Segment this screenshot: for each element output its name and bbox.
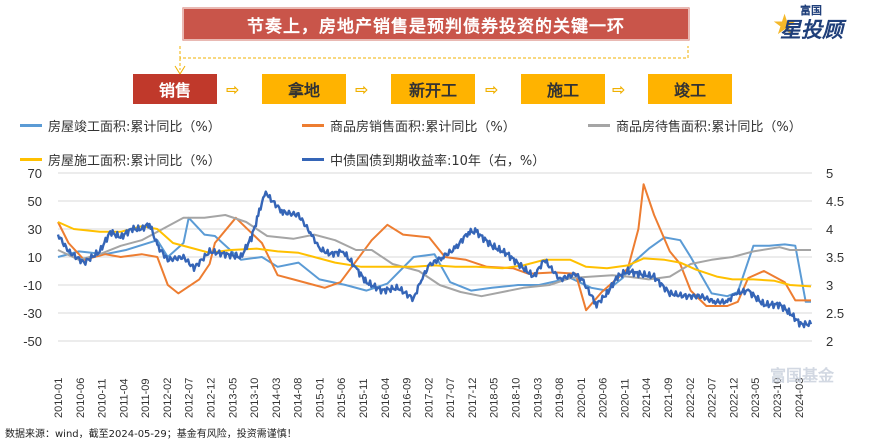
legend-swatch — [302, 158, 324, 161]
x-tick-label: 2015-01 — [314, 378, 326, 418]
watermark: 富国基金 — [770, 366, 835, 385]
y-right-tick-label: 5 — [826, 166, 833, 181]
logo-top-text: 富国 — [800, 4, 822, 17]
legend-label: 房屋施工面积:累计同比（%） — [48, 154, 221, 169]
legend-swatch — [588, 124, 610, 127]
x-tick-label: 2013-05 — [227, 378, 239, 418]
legend-swatch — [302, 124, 324, 127]
x-tick-label: 2010-01 — [53, 378, 65, 418]
flow-step-land: 拿地 — [262, 74, 346, 104]
x-tick-label: 2020-06 — [598, 378, 610, 418]
legend-item: 房屋施工面积:累计同比（%） — [20, 150, 221, 169]
y-right-tick-label: 3 — [826, 278, 833, 293]
legend-label: 中债国债到期收益率:10年（右，%） — [330, 154, 546, 169]
y-right-tick-label: 4 — [826, 222, 833, 237]
y-left-tick-label: -10 — [23, 278, 42, 293]
x-tick-label: 2010-06 — [75, 378, 87, 418]
x-tick-label: 2015-11 — [358, 378, 370, 418]
x-tick-label: 2020-01 — [576, 378, 588, 418]
x-tick-label: 2022-12 — [728, 378, 740, 418]
legend-item: 商品房待售面积:累计同比（%） — [588, 116, 802, 135]
x-tick-label: 2024-03 — [794, 378, 806, 418]
x-tick-label: 2011-09 — [140, 378, 152, 418]
x-tick-label: 2020-11 — [619, 378, 631, 418]
x-tick-label: 2016-04 — [380, 378, 392, 418]
y-left-tick-label: 30 — [28, 222, 42, 237]
x-tick-label: 2018-10 — [511, 378, 523, 418]
flow-step-new-start: 新开工 — [391, 74, 475, 104]
x-tick-label: 2012-12 — [206, 378, 218, 418]
star-icon: ★ — [772, 8, 798, 41]
banner-title: 节奏上，房地产销售是预判债券投资的关键一环 — [182, 7, 690, 41]
y-right-tick-label: 2.5 — [826, 306, 844, 321]
x-tick-label: 2019-03 — [532, 378, 544, 418]
x-tick-label: 2014-08 — [293, 378, 305, 418]
x-tick-label: 2022-07 — [707, 378, 719, 418]
arrow-right-icon: ⇨ — [355, 80, 369, 99]
x-tick-label: 2017-02 — [423, 378, 435, 418]
legend-item: 房屋竣工面积:累计同比（%） — [20, 116, 221, 135]
legend-swatch — [20, 124, 42, 127]
process-flow: 销售 ⇨ 拿地 ⇨ 新开工 ⇨ 施工 ⇨ 竣工 — [0, 46, 870, 105]
x-tick-label: 2014-03 — [271, 378, 283, 418]
flow-step-sales: 销售 — [133, 74, 217, 104]
logo-main-text: 星投顾 — [780, 18, 843, 42]
x-tick-label: 2017-07 — [445, 378, 457, 418]
brand-logo: ★ 富国 星投顾 — [770, 2, 862, 44]
x-tick-label: 2018-05 — [489, 378, 501, 418]
x-tick-label: 2021-09 — [663, 378, 675, 418]
arrow-right-icon: ⇨ — [226, 80, 240, 99]
legend-label: 房屋竣工面积:累计同比（%） — [48, 120, 221, 135]
x-tick-label: 2013-10 — [249, 378, 261, 418]
y-left-tick-label: 70 — [28, 166, 42, 181]
y-left-tick-label: -30 — [23, 306, 42, 321]
legend-label: 商品房销售面积:累计同比（%） — [330, 120, 516, 135]
x-tick-label: 2015-06 — [336, 378, 348, 418]
legend-label: 商品房待售面积:累计同比（%） — [616, 120, 802, 135]
x-tick-label: 2021-04 — [641, 378, 653, 418]
series-line — [56, 190, 813, 329]
legend-swatch — [20, 158, 42, 161]
x-tick-label: 2012-02 — [162, 378, 174, 418]
y-left-tick-label: -50 — [23, 334, 42, 349]
x-tick-label: 2016-09 — [402, 378, 414, 418]
x-tick-label: 2010-11 — [97, 378, 109, 418]
chart-legend: 房屋竣工面积:累计同比（%） 商品房销售面积:累计同比（%） 商品房待售面积:累… — [0, 112, 870, 172]
arrow-right-icon: ⇨ — [612, 80, 626, 99]
series-line — [57, 221, 812, 288]
x-tick-label: 2017-12 — [467, 378, 479, 418]
x-tick-label: 2022-02 — [685, 378, 697, 418]
legend-item: 商品房销售面积:累计同比（%） — [302, 116, 516, 135]
x-tick-label: 2023-05 — [750, 378, 762, 418]
data-source-note: 数据来源：wind，截至2024-05-29；基金有风险，投资需谨慎！ — [5, 429, 297, 440]
x-tick-label: 2012-07 — [184, 378, 196, 418]
x-tick-label: 2011-04 — [118, 378, 130, 418]
series-line — [57, 214, 811, 298]
legend-item: 中债国债到期收益率:10年（右，%） — [302, 150, 545, 169]
x-tick-label: 2023-10 — [772, 378, 784, 418]
y-left-tick-label: 50 — [28, 194, 42, 209]
arrow-right-icon: ⇨ — [485, 80, 499, 99]
y-right-tick-label: 4.5 — [826, 194, 844, 209]
y-right-tick-label: 2 — [826, 334, 833, 349]
flow-step-construction: 施工 — [521, 74, 605, 104]
x-tick-label: 2019-08 — [554, 378, 566, 418]
flow-step-completion: 竣工 — [648, 74, 732, 104]
y-left-tick-label: 10 — [28, 250, 42, 265]
series-line — [57, 183, 811, 312]
y-right-tick-label: 3.5 — [826, 250, 844, 265]
